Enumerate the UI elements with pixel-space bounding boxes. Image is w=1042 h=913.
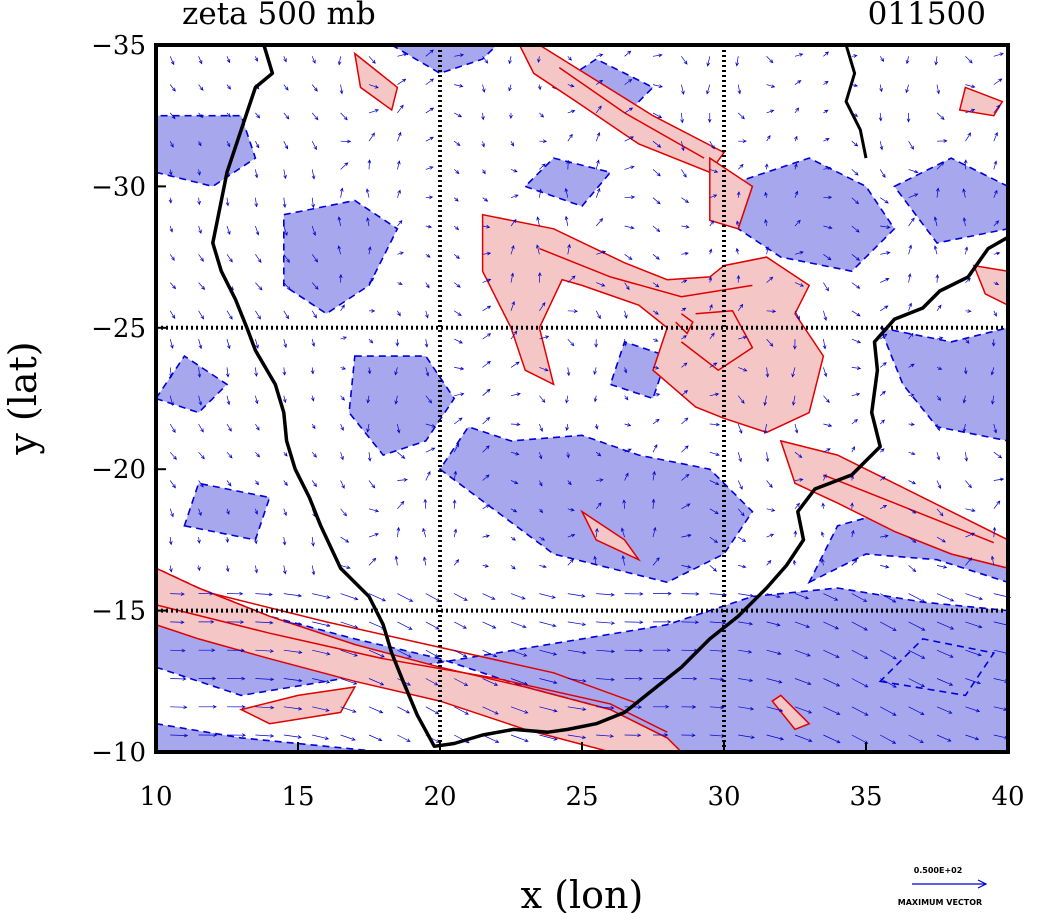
negative-region — [183, 482, 271, 541]
vector-legend-value: 0.500E+02 — [914, 866, 963, 875]
x-tick-label: 30 — [707, 782, 740, 812]
negative-region — [722, 157, 896, 273]
negative-region — [348, 355, 456, 457]
negative-region — [390, 45, 498, 75]
positive-region — [353, 51, 399, 112]
negative-region — [878, 638, 996, 697]
negative-vorticity-fill — [156, 45, 1008, 752]
negative-region — [523, 157, 612, 208]
vector-legend: 0.500E+02 MAXIMUM VECTOR — [898, 866, 988, 907]
positive-region — [156, 567, 683, 752]
y-tick-label: −20 — [91, 455, 146, 485]
negative-region — [438, 425, 754, 584]
negative-region — [156, 722, 384, 752]
x-tick-label: 25 — [565, 782, 598, 812]
negative-region — [878, 326, 1008, 442]
x-tick-label: 10 — [139, 782, 172, 812]
wind-vector-field — [168, 49, 1012, 744]
positive-contour — [680, 310, 754, 372]
x-axis-ticks: 10 15 20 25 30 35 40 — [139, 742, 1025, 812]
negative-region — [807, 510, 1008, 585]
lake-shore-path — [844, 45, 868, 159]
positive-region — [709, 156, 754, 230]
coastline — [211, 45, 1008, 749]
y-tick-label: −35 — [91, 31, 146, 61]
y-tick-label: −15 — [91, 597, 146, 627]
x-axis-label: x (lon) — [521, 873, 644, 913]
positive-contour — [156, 604, 668, 733]
positive-region — [481, 213, 825, 434]
x-tick-label: 40 — [991, 782, 1024, 812]
y-tick-label: −25 — [91, 314, 146, 344]
x-tick-label: 20 — [423, 782, 456, 812]
positive-contour — [212, 592, 640, 705]
negative-region — [156, 354, 229, 414]
positive-region — [239, 686, 357, 725]
negative-region — [156, 567, 1008, 752]
negative-region — [283, 199, 399, 315]
x-tick-label: 15 — [281, 782, 314, 812]
negative-region — [156, 114, 257, 188]
y-tick-label: −30 — [91, 172, 146, 202]
x-tick-label: 35 — [849, 782, 882, 812]
y-axis-label: y (lat) — [1, 341, 45, 455]
positive-contour — [539, 247, 753, 298]
positive-region — [958, 86, 1004, 117]
positive-region — [580, 509, 642, 562]
vorticity-contours — [156, 66, 995, 733]
coastline-path — [211, 45, 1008, 749]
chart-timestamp: 011500 — [868, 0, 986, 32]
positive-contour — [823, 474, 995, 544]
positive-region — [771, 694, 811, 731]
y-axis-ticks: −35 −30 −25 −20 −15 −10 — [91, 31, 166, 768]
wind-vectors — [168, 49, 1012, 744]
positive-region — [972, 264, 1008, 307]
positive-region — [779, 439, 1008, 569]
lat-lon-grid — [156, 45, 1008, 752]
y-tick-label: −10 — [91, 738, 146, 768]
chart-title: zeta 500 mb — [182, 0, 376, 32]
vector-legend-label: MAXIMUM VECTOR — [898, 898, 982, 907]
vector-legend-arrowhead — [977, 879, 988, 889]
